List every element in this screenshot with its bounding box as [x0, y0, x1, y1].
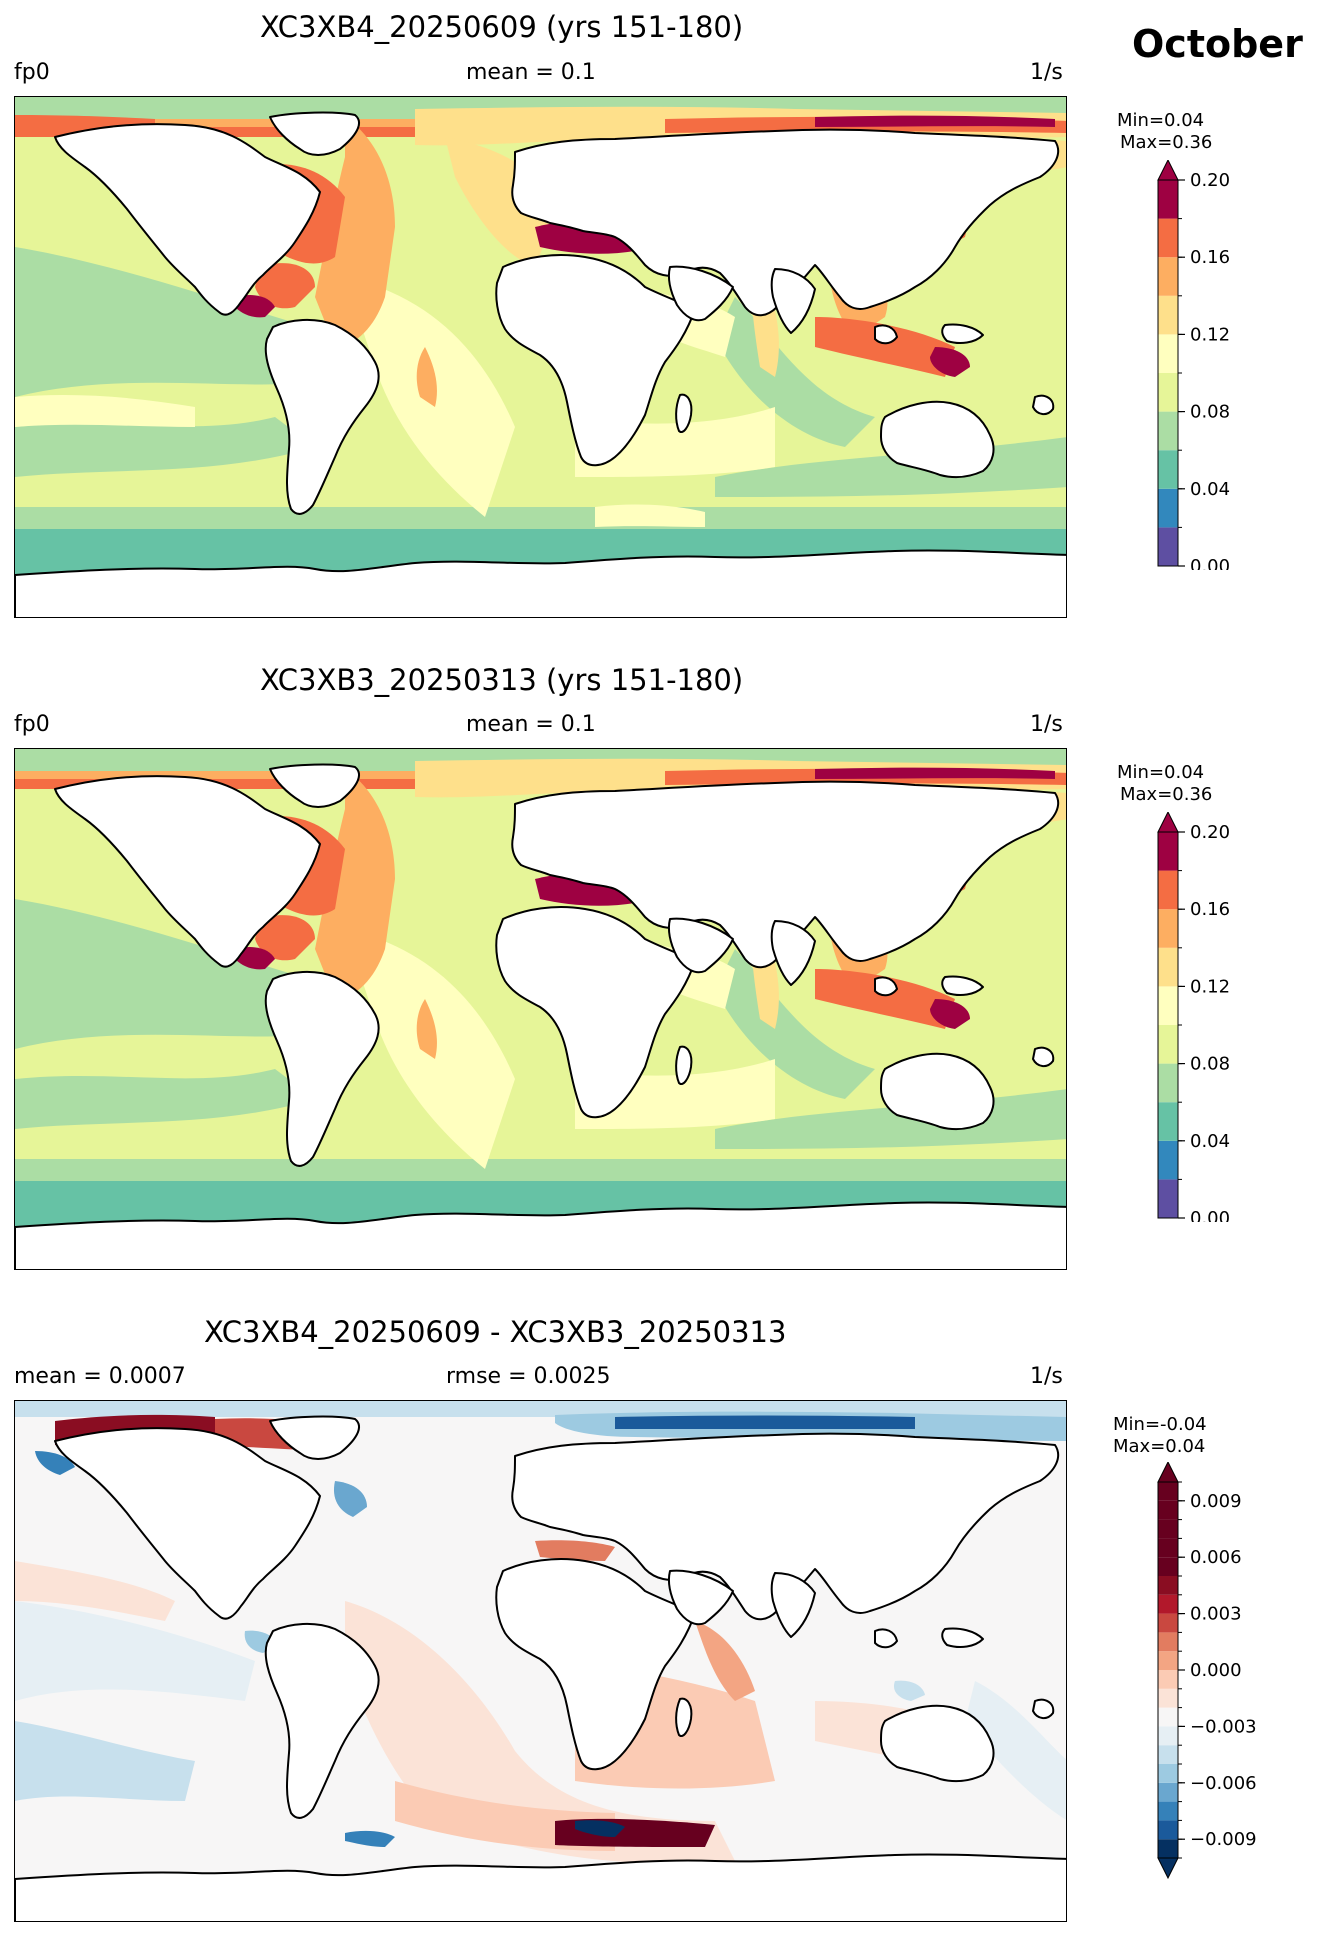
- colorbar-tick-label: 0.16: [1190, 899, 1230, 920]
- colorbar-extend-max: [1157, 812, 1179, 833]
- colorbar-segment: [1158, 334, 1178, 373]
- map-svg: [15, 97, 1066, 617]
- map-plot: [14, 96, 1067, 618]
- variable-label: fp0: [14, 712, 50, 737]
- colorbar-segment: [1158, 1688, 1178, 1708]
- colorbar-extend-min: [1157, 1857, 1179, 1880]
- colorbar-tick-label: 0.04: [1190, 479, 1230, 500]
- mean-label: mean = 0.1: [466, 60, 596, 85]
- colorbar-tick-label: 0.003: [1190, 1604, 1242, 1625]
- land-masses: [15, 111, 1066, 617]
- colorbar-extend-max: [1157, 160, 1179, 181]
- colorbar-segment: [1158, 373, 1178, 412]
- colorbar-segment: [1158, 1707, 1178, 1727]
- land-masses: [15, 1415, 1066, 1921]
- colorbar-tick-label: 0.04: [1190, 1131, 1230, 1152]
- colorbar-segment: [1158, 1482, 1178, 1501]
- units-label: 1/s: [1030, 1364, 1063, 1389]
- colorbar-extend-max: [1157, 1462, 1179, 1483]
- colorbar-tick-label: −0.006: [1190, 1773, 1257, 1794]
- colorbar-segment: [1158, 411, 1178, 451]
- rmse-label: rmse = 0.0025: [446, 1364, 611, 1389]
- map-plot: [14, 1400, 1067, 1922]
- colorbar-tick-label: 0.20: [1190, 822, 1230, 843]
- colorbar-min-label: Min=-0.04: [1113, 1414, 1207, 1435]
- colorbar-min-label: Min=0.04: [1117, 762, 1205, 783]
- colorbar-tick-label: 0.20: [1190, 170, 1230, 191]
- colorbar-segment: [1158, 1632, 1178, 1652]
- colorbar-segment: [1158, 1140, 1178, 1180]
- colorbar-tick-label: 0.16: [1190, 247, 1230, 268]
- colorbar-segment: [1158, 1576, 1178, 1595]
- colorbar-tick-label: −0.003: [1190, 1716, 1257, 1737]
- colorbar-segment: [1158, 1063, 1178, 1103]
- colorbar-tick-label: 0.08: [1190, 1054, 1230, 1075]
- colorbar-max-label: Max=0.36: [1120, 132, 1213, 153]
- map-svg: [15, 1401, 1066, 1921]
- colorbar: 0.00 0.04 0.08 0.12 0.16 0.20: [1157, 812, 1230, 1222]
- colorbar-segment: [1158, 527, 1178, 566]
- map-svg: [15, 749, 1066, 1269]
- colorbar-segment: [1158, 1102, 1178, 1141]
- colorbar-tick-label: 0.00: [1190, 1208, 1230, 1222]
- colorbar-tick-label: −0.009: [1190, 1829, 1257, 1850]
- panel-title: XC3XB4_20250609 (yrs 151-180): [260, 10, 744, 44]
- colorbar-segment: [1158, 1557, 1178, 1576]
- colorbar: −0.009 −0.006 −0.003 0.000 0.003 0.006 0.009: [1157, 1462, 1257, 1880]
- colorbar: 0.00 0.04 0.08 0.12 0.16 0.20: [1157, 160, 1230, 570]
- colorbar-segment: [1158, 1801, 1178, 1821]
- colorbar-segment: [1158, 488, 1178, 528]
- colorbar-segment: [1158, 1764, 1178, 1783]
- colorbar-min-label: Min=0.04: [1117, 110, 1205, 131]
- colorbar-segment: [1158, 1839, 1178, 1858]
- month-label: October: [1132, 22, 1303, 66]
- colorbar-tick-label: 0.00: [1190, 556, 1230, 570]
- colorbar-segment: [1158, 1820, 1178, 1840]
- panel-title: XC3XB3_20250313 (yrs 151-180): [260, 663, 744, 697]
- colorbar-segment: [1158, 1025, 1178, 1064]
- units-label: 1/s: [1030, 712, 1063, 737]
- colorbar-segment: [1158, 1745, 1178, 1764]
- colorbar-segment: [1158, 1782, 1178, 1802]
- colorbar-segment: [1158, 832, 1178, 871]
- colorbar-segment: [1158, 986, 1178, 1025]
- colorbar-segment: [1158, 1651, 1178, 1670]
- colorbar-segment: [1158, 1179, 1178, 1218]
- colorbar-segment: [1158, 1726, 1178, 1746]
- colorbar-segment: [1158, 450, 1178, 489]
- map-plot: [14, 748, 1067, 1270]
- colorbar-tick-label: 0.12: [1190, 976, 1230, 997]
- colorbar-segment: [1158, 870, 1178, 910]
- colorbar-tick-label: 0.12: [1190, 324, 1230, 345]
- colorbar-segment: [1158, 218, 1178, 258]
- mean-label: mean = 0.1: [466, 712, 596, 737]
- mean-label: mean = 0.0007: [14, 1364, 186, 1389]
- units-label: 1/s: [1030, 60, 1063, 85]
- colorbar-segment: [1158, 1613, 1178, 1633]
- colorbar-segment: [1158, 1519, 1178, 1539]
- colorbar-segment: [1158, 1670, 1178, 1689]
- colorbar-segment: [1158, 947, 1178, 987]
- land-masses: [15, 763, 1066, 1269]
- colorbar-tick-label: 0.009: [1190, 1491, 1242, 1512]
- colorbar-max-label: Max=0.04: [1113, 1436, 1206, 1457]
- colorbar-segment: [1158, 1594, 1178, 1614]
- colorbar-segment: [1158, 909, 1178, 948]
- colorbar-segment: [1158, 1500, 1178, 1520]
- panel-title: XC3XB4_20250609 - XC3XB3_20250313: [204, 1315, 787, 1349]
- colorbar-segment: [1158, 1538, 1178, 1558]
- colorbar-tick-label: 0.006: [1190, 1547, 1242, 1568]
- variable-label: fp0: [14, 60, 50, 85]
- colorbar-segment: [1158, 257, 1178, 296]
- colorbar-segment: [1158, 295, 1178, 335]
- colorbar-max-label: Max=0.36: [1120, 784, 1213, 805]
- colorbar-segment: [1158, 180, 1178, 219]
- colorbar-tick-label: 0.000: [1190, 1660, 1242, 1681]
- colorbar-tick-label: 0.08: [1190, 402, 1230, 423]
